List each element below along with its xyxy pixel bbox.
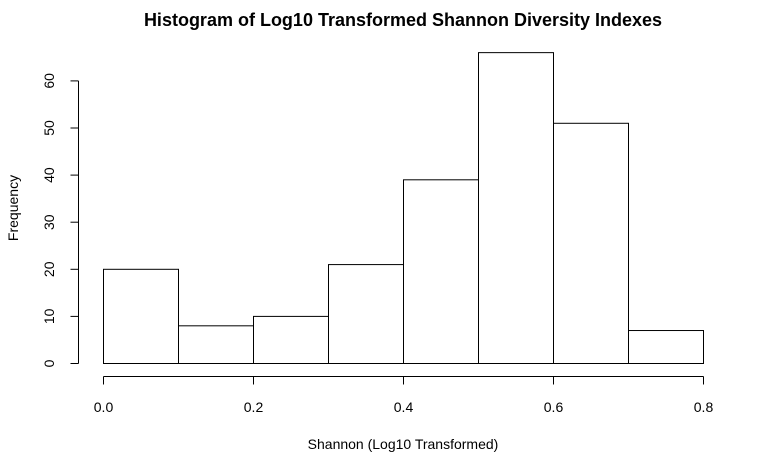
- histogram-bar: [253, 315, 329, 364]
- x-axis-label: Shannon (Log10 Transformed): [308, 436, 499, 452]
- x-tick-label: 0.4: [394, 399, 414, 415]
- y-tick-label: 40: [41, 167, 57, 183]
- histogram-bar: [553, 122, 629, 365]
- y-tick-label: 50: [41, 120, 57, 136]
- y-axis: 0 10 20 30 40 50 60: [41, 73, 79, 367]
- y-tick-label: 20: [41, 261, 57, 277]
- x-tick-label: 0.8: [694, 399, 714, 415]
- histogram-bar: [478, 52, 554, 364]
- y-tick-label: 30: [41, 214, 57, 230]
- x-tick-label: 0.6: [544, 399, 564, 415]
- histogram-bar: [628, 330, 704, 364]
- histogram-bar: [178, 325, 254, 365]
- y-tick-label: 0: [41, 359, 57, 367]
- x-axis: 0.0 0.2 0.4 0.6 0.8: [94, 376, 714, 415]
- y-tick-label: 10: [41, 308, 57, 324]
- histogram-bar: [103, 268, 179, 364]
- histogram-bar: [328, 264, 404, 364]
- histogram-bar: [403, 179, 479, 364]
- bars-group: [103, 52, 704, 365]
- x-tick-label: 0.0: [94, 399, 114, 415]
- x-tick-label: 0.2: [244, 399, 264, 415]
- y-tick-label: 60: [41, 73, 57, 89]
- chart-title: Histogram of Log10 Transformed Shannon D…: [144, 10, 662, 30]
- y-axis-label: Frequency: [5, 175, 21, 241]
